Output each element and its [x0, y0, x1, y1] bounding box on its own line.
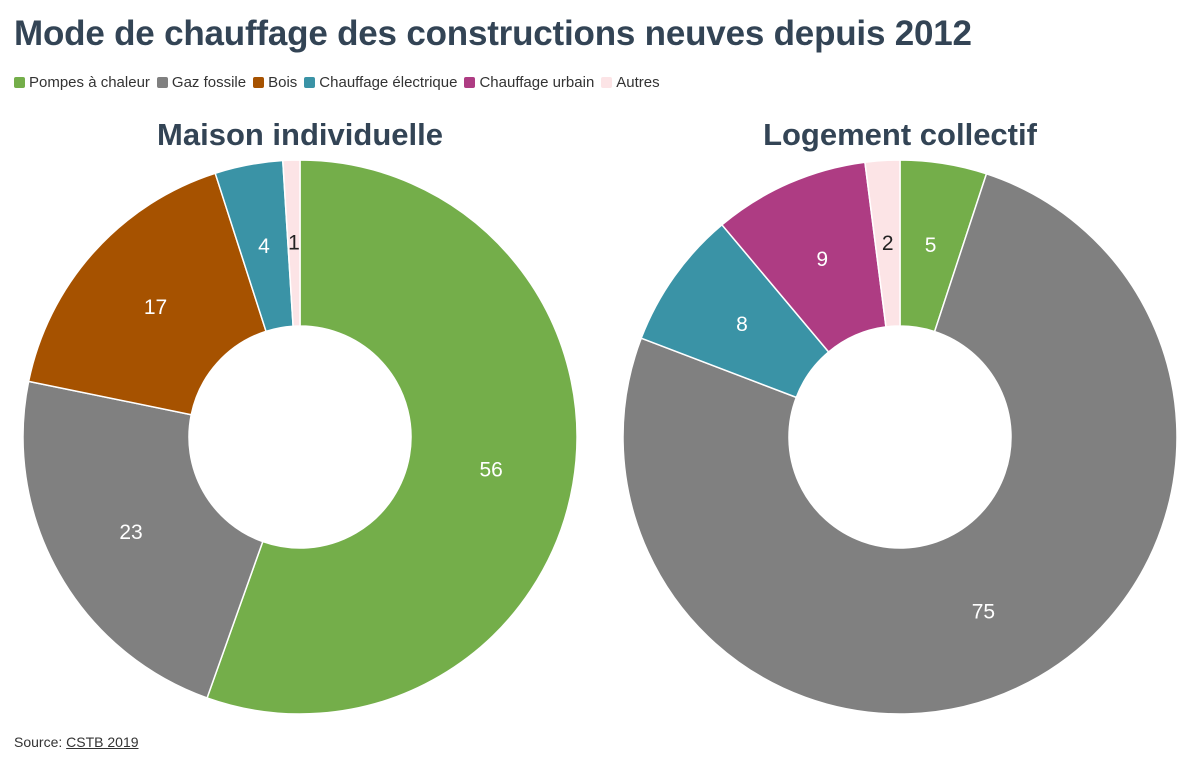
legend-swatch: [464, 77, 476, 88]
legend-swatch: [156, 77, 168, 88]
page-title: Mode de chauffage des constructions neuv…: [14, 14, 972, 53]
legend-item-chauffage-electrique[interactable]: Chauffage électrique: [304, 74, 457, 91]
legend-item-pompes-a-chaleur[interactable]: Pompes à chaleur: [14, 74, 150, 91]
slice-label-bois: 17: [144, 296, 167, 319]
source-note: Source: CSTB 2019: [14, 734, 139, 750]
slice-label-gaz-fossile: 75: [972, 601, 995, 624]
legend-swatch: [253, 77, 265, 88]
slice-autres[interactable]: [864, 159, 901, 328]
legend-swatch: [14, 77, 25, 88]
slice-label-gaz-fossile: 23: [119, 521, 142, 544]
legend-item-autres[interactable]: Autres: [601, 74, 660, 91]
legend-label: Gaz fossile: [171, 74, 247, 91]
slice-label-chauffage-electrique: 4: [258, 235, 270, 258]
legend-item-chauffage-urbain[interactable]: Chauffage urbain: [464, 74, 594, 91]
slice-bois[interactable]: [27, 172, 267, 416]
legend-item-gaz-fossile[interactable]: Gaz fossile: [156, 74, 247, 91]
slice-label-chauffage-urbain: 9: [816, 248, 828, 271]
legend-label: Chauffage électrique: [319, 74, 458, 91]
legend-item-bois[interactable]: Bois: [253, 74, 297, 91]
donut-maison-individuelle: Maison individuelle 56 23 17 4 1: [22, 117, 578, 715]
legend-label: Pompes à chaleur: [29, 74, 150, 91]
legend-label: Bois: [268, 74, 298, 91]
slice-label-autres: 1: [288, 232, 300, 255]
legend-label: Chauffage urbain: [479, 74, 595, 91]
slice-gaz-fossile[interactable]: [22, 380, 264, 699]
slice-label-pompes-a-chaleur: 5: [925, 234, 937, 257]
source-link[interactable]: CSTB 2019: [66, 734, 139, 750]
source-prefix: Source:: [14, 734, 67, 750]
legend-label: Autres: [616, 74, 660, 91]
slice-label-autres: 2: [882, 232, 894, 255]
slice-label-pompes-a-chaleur: 56: [479, 459, 502, 482]
legend: Pompes à chaleur Gaz fossile Bois Chauff…: [14, 74, 667, 91]
slice-autres[interactable]: [281, 159, 301, 328]
chart-title: Logement collectif: [763, 117, 1038, 152]
slice-gaz-fossile[interactable]: [622, 172, 1178, 715]
slice-pompes-a-chaleur[interactable]: [206, 159, 578, 715]
chart-title: Maison individuelle: [157, 117, 443, 152]
legend-swatch: [601, 77, 613, 88]
legend-swatch: [304, 77, 316, 88]
slice-label-chauffage-electrique: 8: [736, 313, 748, 336]
donut-logement-collectif: Logement collectif 5 75 8 9 2: [622, 117, 1178, 715]
